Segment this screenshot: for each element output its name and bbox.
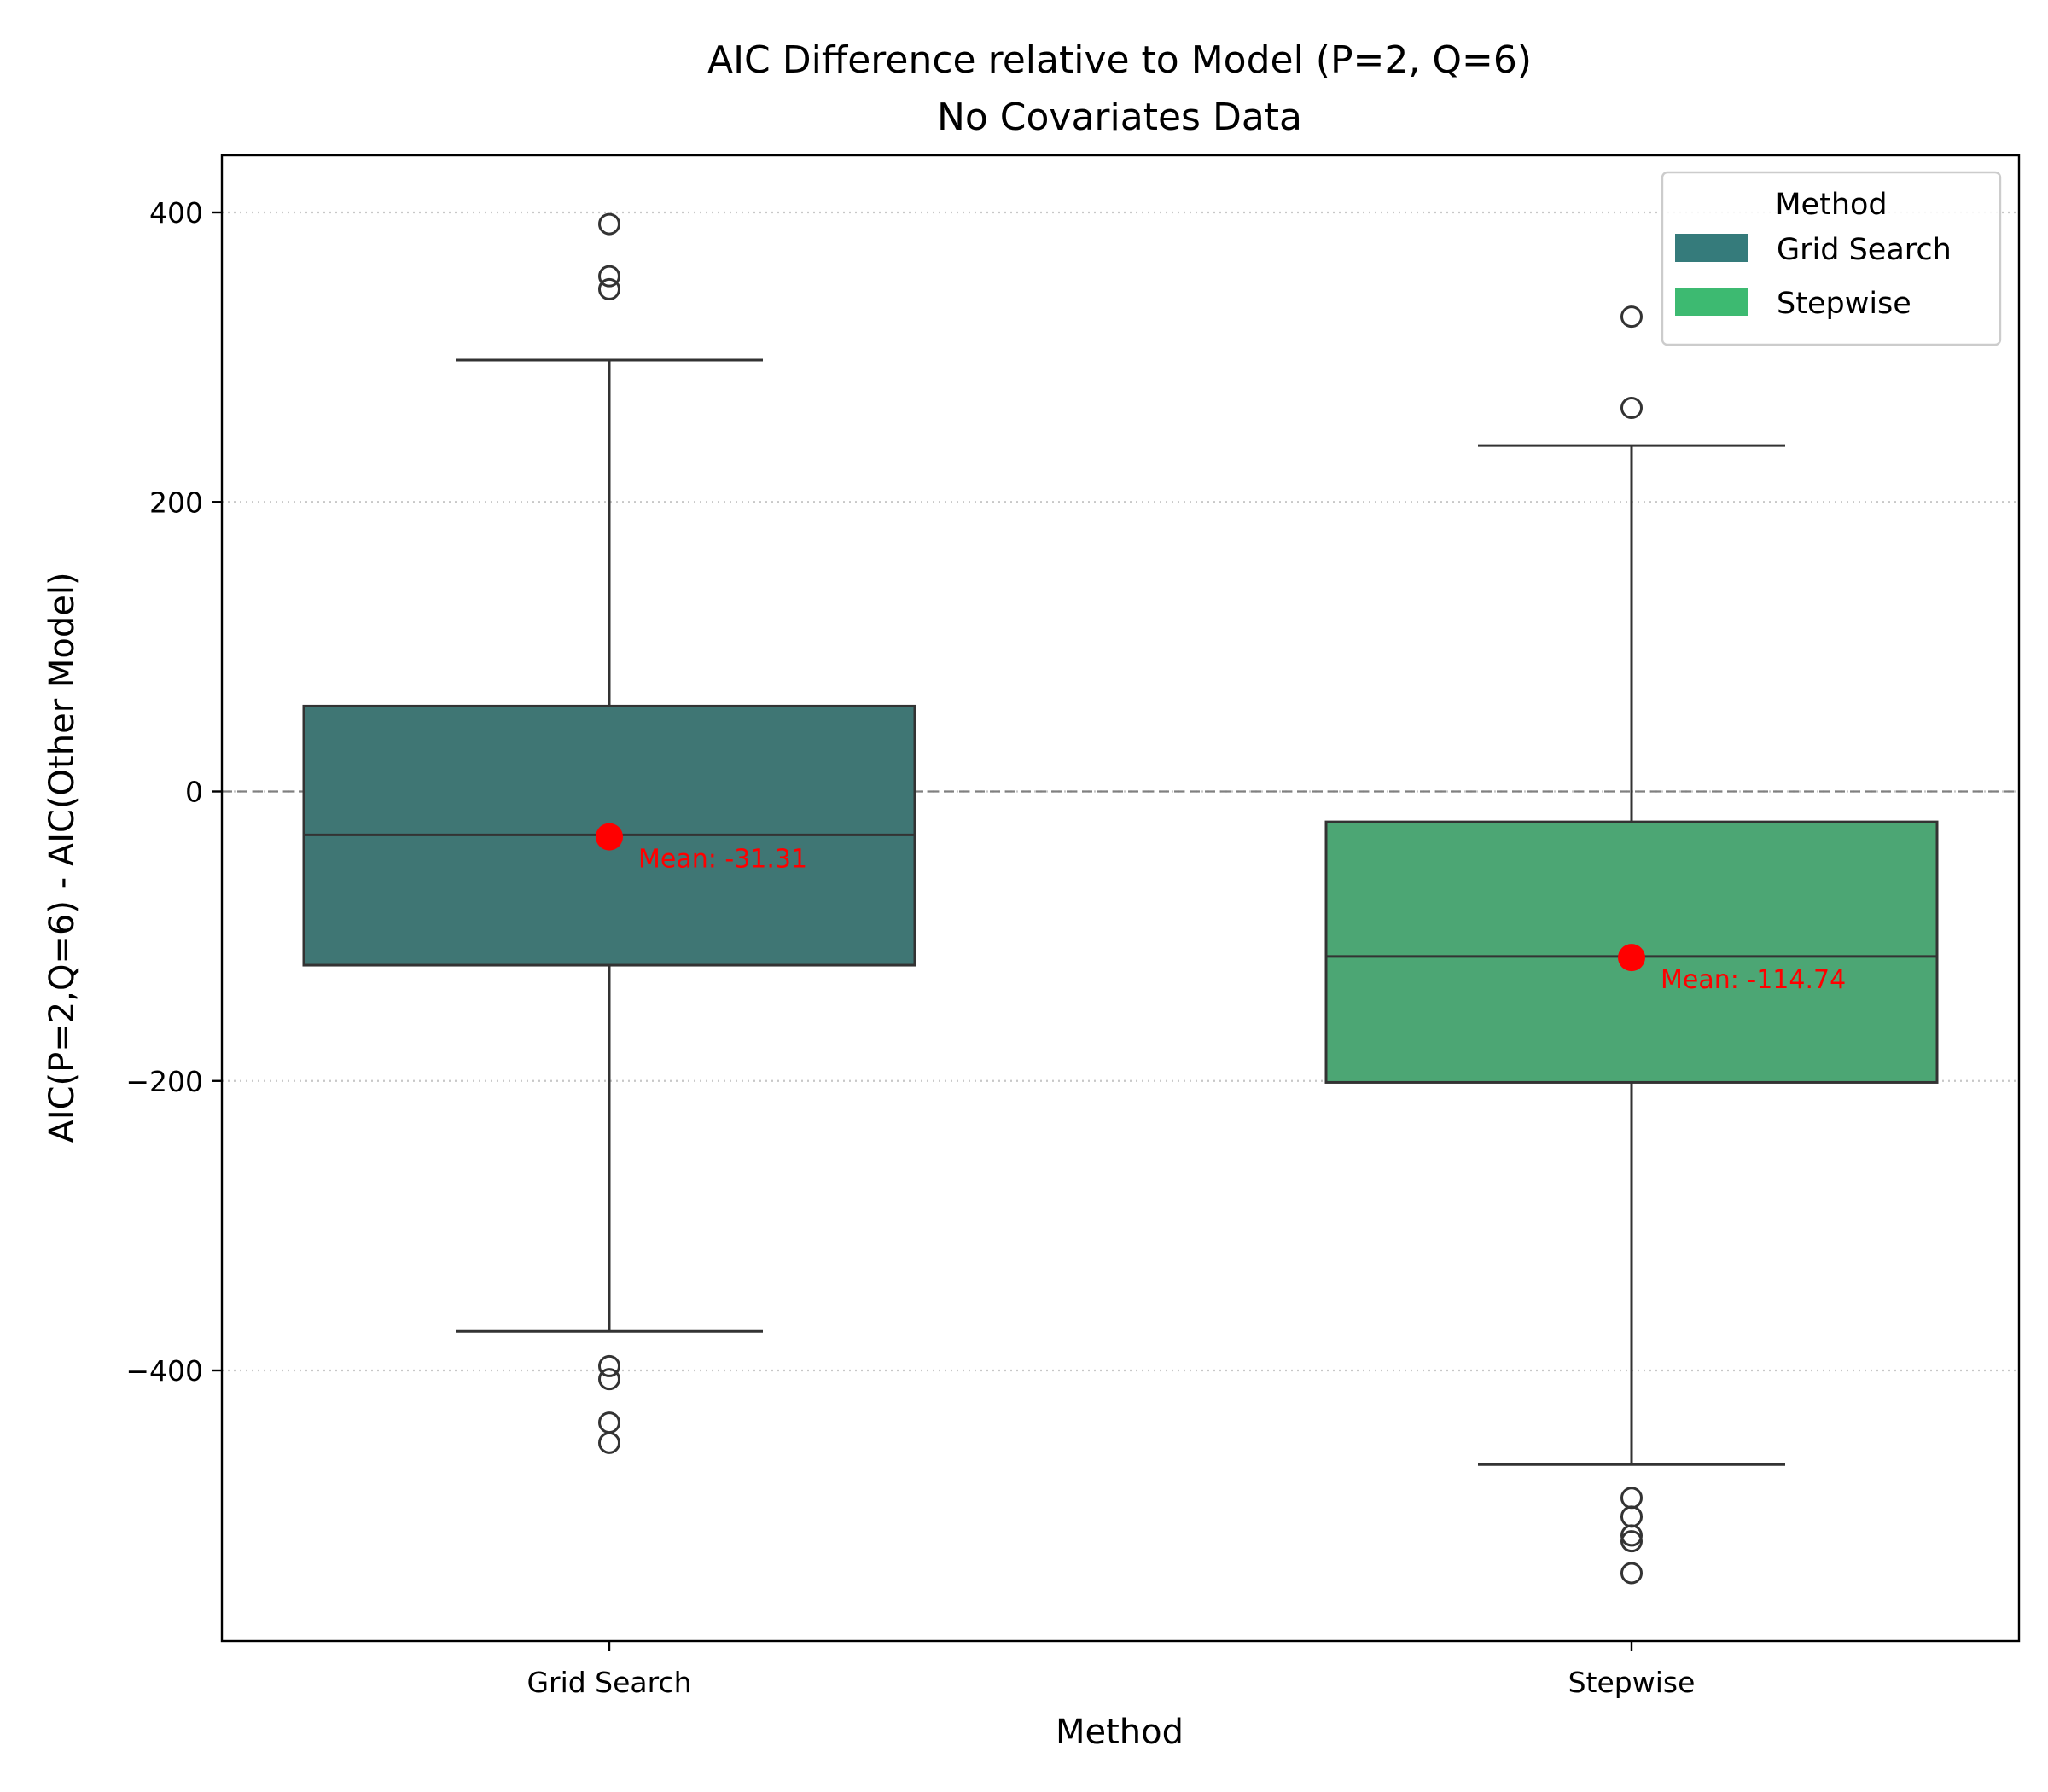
x-tick-label: Grid Search: [527, 1666, 691, 1699]
plot-frame: [220, 154, 2021, 1643]
legend-title: Method: [1775, 188, 1887, 222]
outlier-point: [1620, 1487, 1643, 1510]
y-tick-label: 200: [149, 486, 203, 519]
chart-subtitle: No Covariates Data: [937, 96, 1302, 139]
y-axis-label: AIC(P=2,Q=6) - AIC(Other Model): [43, 572, 82, 1143]
x-tick-label: Stepwise: [1568, 1666, 1696, 1699]
outlier-point: [598, 1354, 620, 1377]
outlier-point: [1620, 396, 1643, 419]
mean-point: [1618, 944, 1645, 972]
mean-label: Mean: -31.31: [638, 845, 807, 875]
outlier-point: [1620, 1562, 1643, 1585]
outlier-point: [598, 1368, 620, 1391]
outlier-point: [1620, 305, 1643, 329]
outlier-point: [598, 265, 620, 288]
outlier-point: [598, 1431, 620, 1454]
mean-label: Mean: -114.74: [1661, 965, 1846, 995]
legend: Method Grid Search Stepwise: [1661, 171, 2002, 346]
outlier-point: [598, 277, 620, 300]
chart-title: AIC Difference relative to Model (P=2, Q…: [707, 38, 1532, 82]
outlier-point: [1620, 1530, 1643, 1553]
box-1: Mean: -114.74: [1324, 305, 1939, 1585]
legend-swatch: [1675, 288, 1748, 316]
y-tick-label: 400: [149, 196, 203, 230]
y-tick-label: −400: [125, 1354, 203, 1388]
axes: −400 −200 0 200 400 Grid Search Stepwise: [125, 154, 2021, 1699]
plot-area: Mean: -31.31 Mean: -114.74: [302, 212, 1939, 1585]
y-tick-label: −200: [125, 1065, 203, 1098]
outlier-point: [1620, 1505, 1643, 1528]
legend-entry-label: Stepwise: [1777, 287, 1911, 321]
y-tick-label: 0: [185, 776, 203, 809]
legend-swatch: [1675, 234, 1748, 262]
outlier-point: [598, 1411, 620, 1434]
box-0: Mean: -31.31: [302, 212, 916, 1454]
outlier-point: [598, 212, 620, 236]
legend-entry-label: Grid Search: [1777, 233, 1952, 267]
mean-point: [596, 823, 623, 851]
x-axis-label: Method: [1056, 1713, 1184, 1752]
outlier-point: [1620, 1524, 1643, 1547]
